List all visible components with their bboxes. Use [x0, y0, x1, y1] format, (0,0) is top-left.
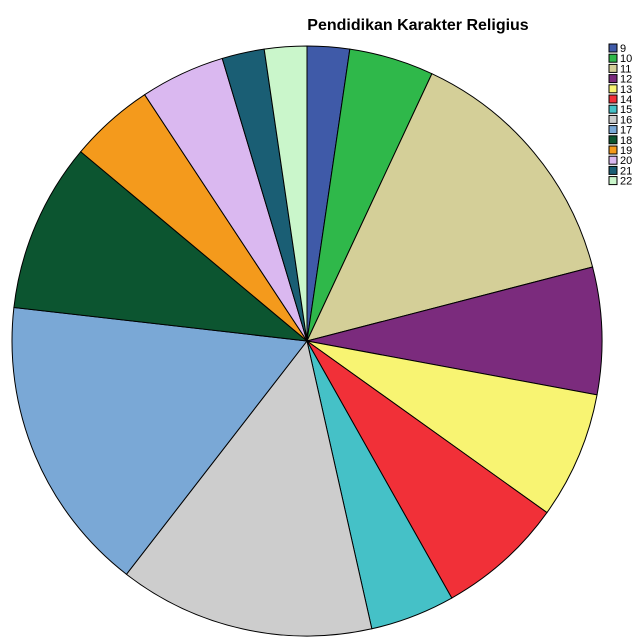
legend-swatch-10: [608, 53, 618, 63]
legend-label-14: 14: [620, 94, 632, 106]
pie-slice-14: [306, 340, 548, 599]
legend-swatch-9: [608, 43, 618, 53]
legend-swatch-14: [608, 94, 618, 104]
pie-slice-18: [13, 151, 309, 342]
legend-label-22: 22: [620, 176, 632, 188]
legend-label-21: 21: [620, 165, 632, 177]
legend-swatch-20: [608, 155, 618, 165]
legend-label-17: 17: [620, 125, 632, 137]
legend-swatch-15: [608, 104, 618, 114]
legend-swatch-18: [608, 135, 618, 145]
legend-label-16: 16: [620, 114, 632, 126]
legend-swatch-13: [608, 84, 618, 94]
legend-swatch-17: [608, 125, 618, 135]
chart-title: Pendidikan Karakter Religius: [307, 17, 529, 34]
pie-slice-17: [11, 306, 308, 575]
legend-swatch-19: [608, 145, 618, 155]
legend-swatch-12: [608, 74, 618, 84]
legend-label-9: 9: [620, 43, 626, 55]
legend-label-18: 18: [620, 135, 632, 147]
legend-swatch-16: [608, 114, 618, 124]
legend-swatch-22: [608, 176, 618, 186]
legend-label-15: 15: [620, 104, 632, 116]
pie-slices: [11, 45, 603, 637]
legend-label-11: 11: [620, 63, 631, 75]
legend-label-19: 19: [620, 145, 632, 157]
legend-label-20: 20: [620, 155, 632, 167]
legend-swatch-21: [608, 165, 618, 175]
pie-slice-12: [306, 266, 603, 396]
legend-swatch-11: [608, 63, 618, 73]
legend-label-13: 13: [620, 84, 632, 96]
pie-slice-16: [125, 339, 373, 637]
pie-slice-11: [306, 73, 594, 342]
legend-label-12: 12: [620, 74, 632, 86]
pie-slice-13: [306, 340, 598, 514]
pie-slice-22: [263, 45, 308, 342]
legend-label-10: 10: [620, 53, 632, 65]
